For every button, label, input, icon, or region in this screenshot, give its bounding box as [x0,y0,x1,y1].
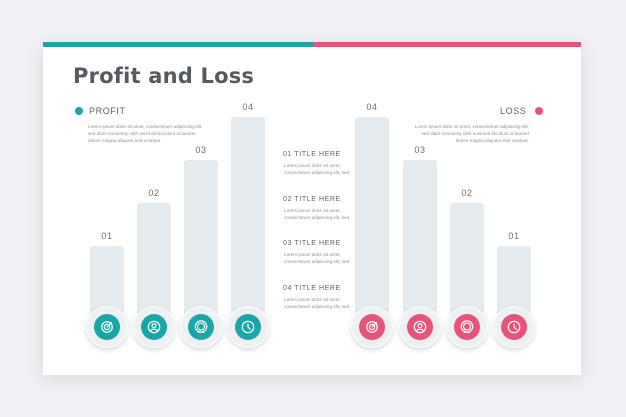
target-icon [94,314,120,340]
bar [403,160,437,328]
bar [184,160,218,328]
page-title: Profit and Loss [73,64,255,88]
middle-item-title: 03 TITLE HERE [283,240,341,247]
middle-item-text: Lorem ipsum dolor sit amet, consectetuer… [284,163,350,175]
bar-label: 02 [148,188,160,198]
bar [231,117,265,328]
icon-badge [133,306,175,348]
middle-item-text: Lorem ipsum dolor sit amet, consectetuer… [284,252,350,264]
middle-item-title: 02 TITLE HERE [283,196,341,203]
bar-label: 01 [508,231,520,241]
icon-badge [86,306,128,348]
middle-item-title: 01 TITLE HERE [283,151,341,158]
infographic-card: Profit and Loss PROFIT Lorem ipsum dolor… [43,42,581,375]
middle-item-text: Lorem ipsum dolor sit amet, consectetuer… [284,208,350,220]
icon-badge [446,306,488,348]
clock-icon [501,314,527,340]
bar [355,117,389,328]
bar-label: 04 [242,102,254,112]
bar-label: 03 [195,145,207,155]
icon-badge [351,306,393,348]
clock-icon [235,314,261,340]
user-icon [407,314,433,340]
bar-label: 02 [461,188,473,198]
bar-label: 01 [101,231,113,241]
bar-label: 03 [414,145,426,155]
profit-legend-dot [75,107,83,115]
icon-badge [399,306,441,348]
icon-badge [180,306,222,348]
icon-badge [227,306,269,348]
user-icon [141,314,167,340]
loss-legend-dot [535,107,543,115]
middle-item-text: Lorem ipsum dolor sit amet, consectetuer… [284,297,350,309]
middle-item-title: 04 TITLE HERE [283,285,341,292]
profit-description: Lorem ipsum dolor sit amet, consectetuer… [88,124,203,143]
profit-legend-label: PROFIT [89,106,126,116]
search-icon [188,314,214,340]
bar-label: 04 [366,102,378,112]
loss-legend-label: LOSS [500,106,527,116]
loss-description: Lorem ipsum dolor sit amet, consectetuer… [414,124,529,143]
loss-accent-bar [313,42,581,47]
search-icon [454,314,480,340]
profit-accent-bar [43,42,313,47]
target-icon [359,314,385,340]
icon-badge [493,306,535,348]
